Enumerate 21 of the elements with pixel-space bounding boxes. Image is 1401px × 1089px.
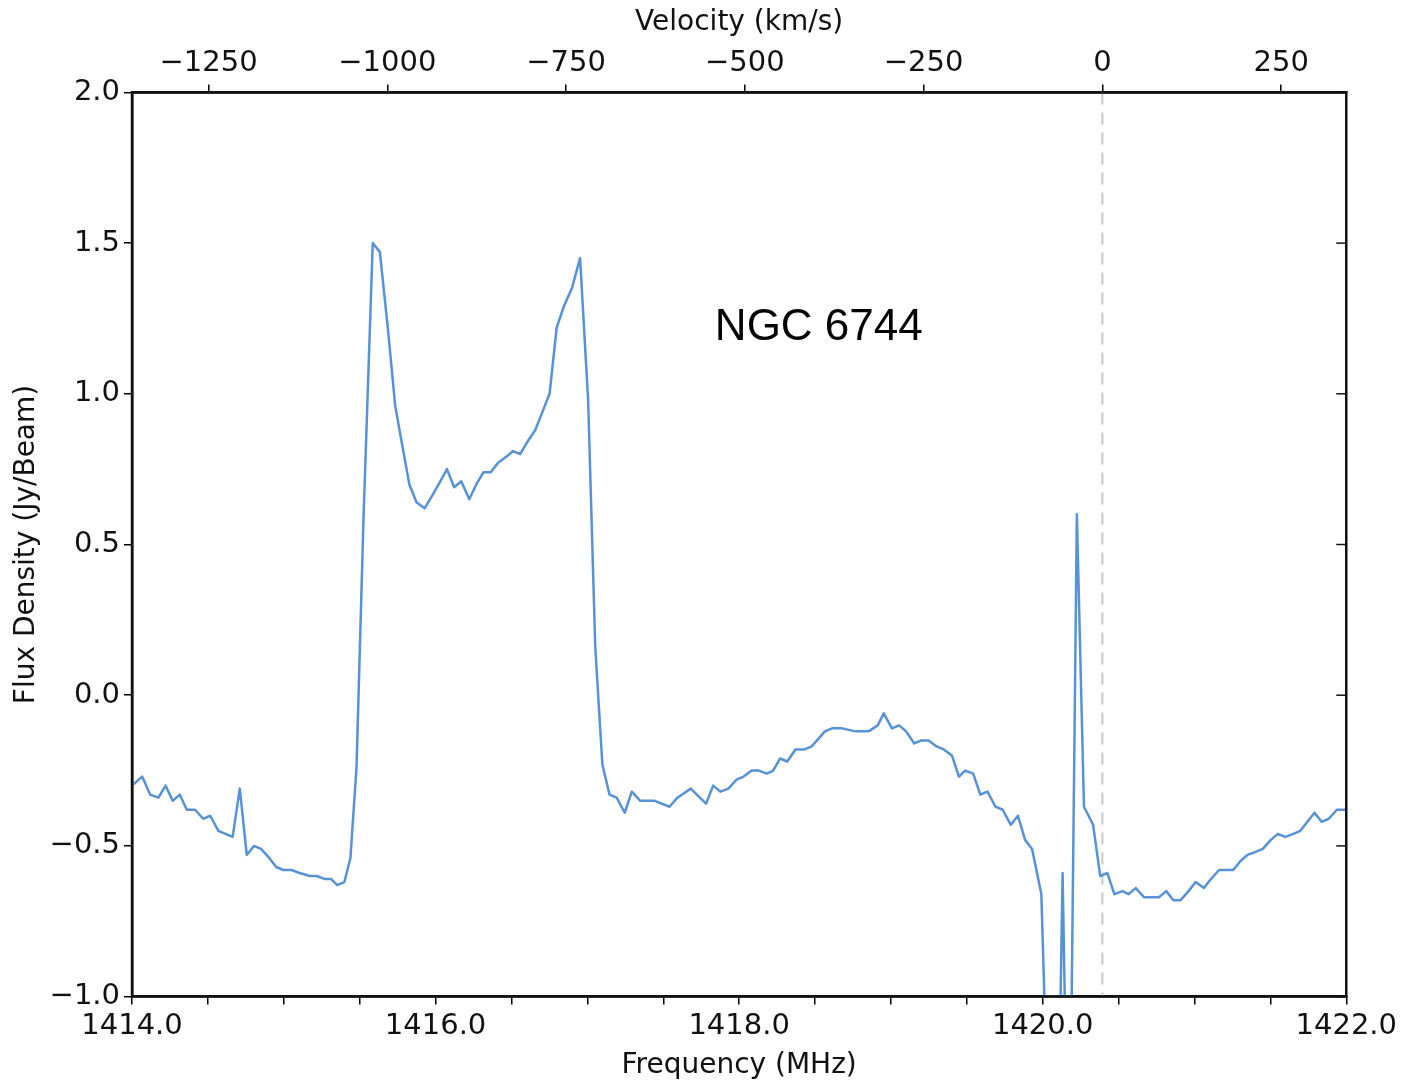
y-tick-label: 1.5 [73, 223, 121, 258]
y-tick-label: 0.5 [73, 525, 121, 560]
x-tick-label: 1416.0 [384, 1006, 487, 1041]
x2-tick-label: −500 [705, 43, 785, 78]
y-axis-title: Flux Density (Jy/Beam) [8, 384, 42, 705]
x2-axis-title: Velocity (km/s) [635, 4, 844, 38]
y-tick-label: 2.0 [73, 72, 121, 107]
x-tick-label: 1422.0 [1295, 1006, 1398, 1041]
y-tick-label: 1.0 [73, 374, 121, 409]
y-tick-label: −0.5 [49, 826, 121, 861]
x-tick-label: 1418.0 [688, 1006, 790, 1041]
annotation: NGC 6744 [714, 299, 923, 349]
x2-tick-label: −1250 [159, 43, 258, 78]
x2-tick-label: 0 [1093, 43, 1112, 78]
x2-tick-label: 250 [1253, 43, 1309, 78]
x-tick-label: 1420.0 [991, 1006, 1094, 1041]
x2-tick-label: −250 [883, 43, 964, 78]
x2-tick-label: −1000 [338, 43, 437, 78]
x-axis-title: Frequency (MHz) [621, 1047, 857, 1081]
y-tick-label: 0.0 [73, 675, 121, 710]
x2-tick-label: −750 [526, 43, 606, 78]
